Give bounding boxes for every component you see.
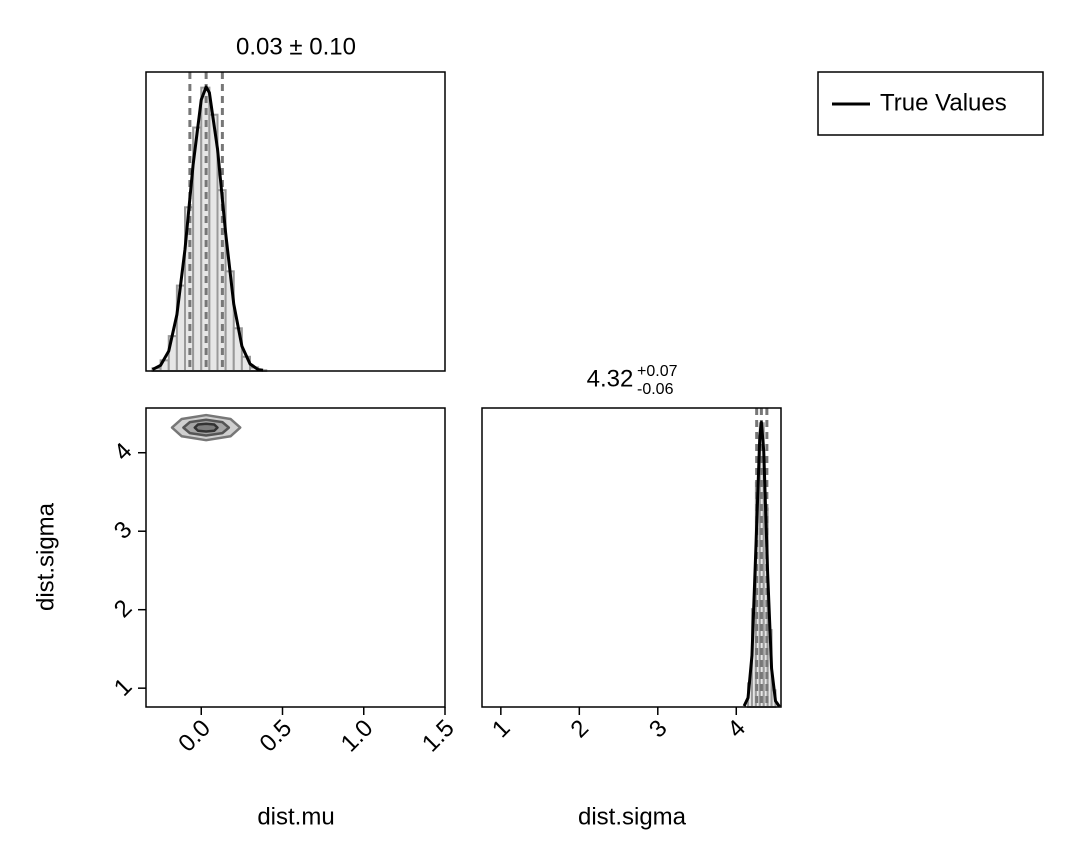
- legend: True Values: [817, 71, 1044, 136]
- density-line: [742, 420, 781, 708]
- y-axis-label: dist.sigma: [32, 502, 59, 611]
- panel-title: 0.03 ± 0.10: [236, 33, 356, 60]
- title-upper: +0.07: [637, 363, 678, 380]
- panel-frame: [481, 407, 782, 708]
- x-tick-label: 4: [722, 715, 751, 744]
- x-axis-label: dist.sigma: [578, 803, 687, 830]
- histogram-bar: [208, 113, 219, 372]
- x-tick-label: 3: [644, 715, 673, 744]
- panel-frame: [145, 71, 446, 372]
- panel-frame: [145, 407, 446, 708]
- x-tick-label: 1: [487, 715, 516, 744]
- x-tick-label: 1.5: [417, 715, 460, 758]
- title-lower: -0.06: [637, 381, 674, 398]
- y-tick-label: 1: [109, 673, 138, 702]
- y-tick-label: 3: [109, 516, 138, 545]
- x-tick-label: 2: [566, 715, 595, 744]
- legend-label: True Values: [880, 89, 1007, 116]
- x-tick-label: 0.0: [173, 715, 216, 758]
- contour: [182, 418, 231, 437]
- density-line: [151, 85, 264, 372]
- panel-title: 4.32: [587, 365, 634, 392]
- y-tick-label: 2: [109, 595, 138, 624]
- x-axis-label: dist.mu: [257, 803, 334, 830]
- x-tick-label: 0.5: [255, 715, 298, 758]
- x-tick-label: 1.0: [336, 715, 379, 758]
- contour: [193, 422, 219, 433]
- y-tick-label: 4: [109, 438, 138, 467]
